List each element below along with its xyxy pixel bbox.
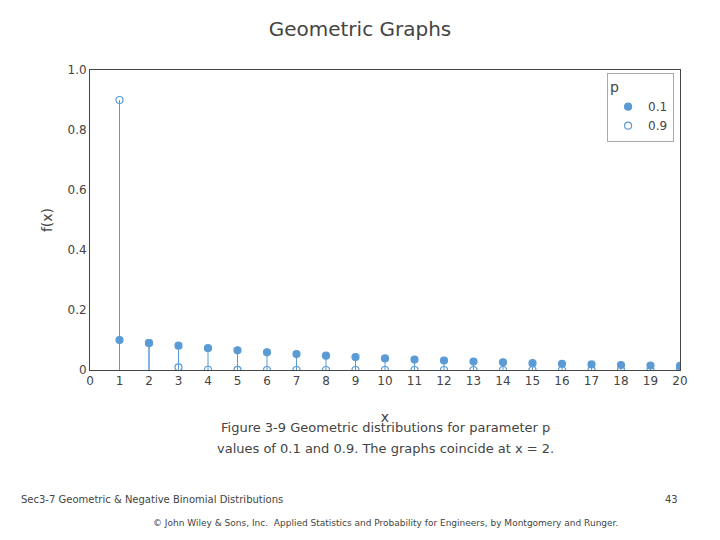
svg-text:11: 11 [407, 374, 422, 388]
svg-text:0.2: 0.2 [68, 303, 87, 317]
svg-text:0.4: 0.4 [68, 243, 87, 257]
svg-text:15: 15 [525, 374, 540, 388]
svg-text:8: 8 [322, 374, 330, 388]
svg-text:1: 1 [116, 374, 124, 388]
svg-text:14: 14 [495, 374, 510, 388]
svg-text:6: 6 [263, 374, 271, 388]
svg-text:0: 0 [79, 363, 87, 377]
svg-text:0: 0 [86, 374, 94, 388]
svg-text:values of 0.1 and 0.9. The gra: values of 0.1 and 0.9. The graphs coinci… [217, 441, 554, 456]
svg-text:0.8: 0.8 [68, 123, 87, 137]
svg-text:12: 12 [436, 374, 451, 388]
svg-text:2: 2 [145, 374, 153, 388]
svg-text:18: 18 [613, 374, 628, 388]
svg-text:Geometric Graphs: Geometric Graphs [269, 17, 452, 41]
svg-text:0.9: 0.9 [648, 119, 667, 133]
svg-text:4: 4 [204, 374, 212, 388]
svg-text:43: 43 [665, 494, 678, 505]
svg-text:20: 20 [672, 374, 687, 388]
svg-text:5: 5 [234, 374, 242, 388]
svg-text:1.0: 1.0 [68, 63, 87, 77]
svg-text:7: 7 [293, 374, 301, 388]
svg-text:p: p [610, 79, 619, 95]
svg-text:x: x [381, 409, 389, 425]
svg-text:19: 19 [643, 374, 658, 388]
svg-text:10: 10 [377, 374, 392, 388]
svg-text:© John Wiley & Sons, Inc. App: © John Wiley & Sons, Inc. Applied Statis… [153, 518, 618, 528]
svg-text:Sec3-7 Geometric & Negative Bi: Sec3-7 Geometric & Negative Binomial Dis… [21, 494, 283, 505]
svg-text:Figure 3-9 Geometric distribut: Figure 3-9 Geometric distributions for p… [221, 420, 550, 435]
svg-text:0.6: 0.6 [68, 183, 87, 197]
svg-text:3: 3 [175, 374, 183, 388]
svg-text:f(x): f(x) [39, 208, 55, 232]
svg-text:9: 9 [352, 374, 360, 388]
svg-text:13: 13 [466, 374, 481, 388]
svg-text:17: 17 [584, 374, 599, 388]
svg-text:16: 16 [554, 374, 569, 388]
svg-text:0.1: 0.1 [648, 100, 667, 114]
